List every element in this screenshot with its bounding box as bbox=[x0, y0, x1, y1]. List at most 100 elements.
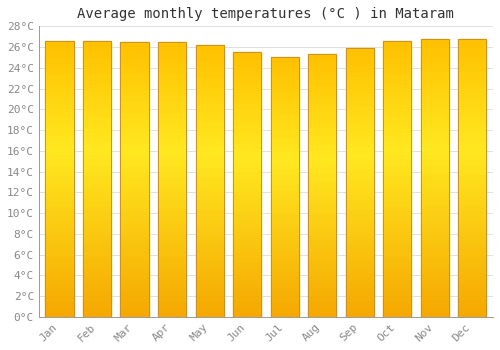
Bar bbox=[383, 41, 412, 317]
Bar bbox=[383, 193, 412, 196]
Bar bbox=[270, 261, 299, 265]
Bar bbox=[233, 237, 261, 241]
Bar bbox=[83, 265, 111, 268]
Bar bbox=[120, 62, 148, 66]
Bar bbox=[383, 161, 412, 165]
Bar bbox=[458, 181, 486, 185]
Bar bbox=[383, 110, 412, 113]
Bar bbox=[196, 273, 224, 276]
Bar bbox=[233, 297, 261, 300]
Bar bbox=[270, 64, 299, 67]
Bar bbox=[458, 126, 486, 129]
Bar bbox=[233, 267, 261, 271]
Bar bbox=[158, 159, 186, 162]
Bar bbox=[158, 117, 186, 121]
Bar bbox=[458, 282, 486, 286]
Bar bbox=[158, 183, 186, 186]
Bar bbox=[46, 306, 74, 310]
Bar bbox=[158, 224, 186, 228]
Bar bbox=[270, 294, 299, 298]
Bar bbox=[346, 209, 374, 213]
Bar bbox=[346, 48, 374, 317]
Bar bbox=[383, 48, 412, 51]
Bar bbox=[458, 77, 486, 80]
Bar bbox=[421, 74, 449, 77]
Bar bbox=[308, 54, 336, 317]
Bar bbox=[158, 121, 186, 124]
Bar bbox=[421, 167, 449, 171]
Bar bbox=[308, 126, 336, 130]
Bar bbox=[83, 206, 111, 210]
Bar bbox=[383, 248, 412, 251]
Bar bbox=[233, 290, 261, 294]
Bar bbox=[346, 280, 374, 283]
Bar bbox=[458, 219, 486, 223]
Bar bbox=[233, 148, 261, 152]
Bar bbox=[270, 190, 299, 194]
Bar bbox=[120, 134, 148, 138]
Bar bbox=[270, 138, 299, 142]
Bar bbox=[120, 114, 148, 118]
Bar bbox=[120, 117, 148, 121]
Bar bbox=[346, 128, 374, 132]
Bar bbox=[233, 75, 261, 79]
Bar bbox=[421, 191, 449, 195]
Bar bbox=[233, 208, 261, 211]
Bar bbox=[196, 52, 224, 55]
Bar bbox=[46, 41, 74, 317]
Bar bbox=[346, 98, 374, 102]
Bar bbox=[346, 125, 374, 129]
Bar bbox=[346, 246, 374, 250]
Bar bbox=[308, 281, 336, 284]
Bar bbox=[458, 268, 486, 272]
Bar bbox=[196, 201, 224, 205]
Bar bbox=[421, 209, 449, 212]
Bar bbox=[83, 179, 111, 182]
Bar bbox=[383, 234, 412, 237]
Bar bbox=[196, 184, 224, 188]
Bar bbox=[383, 141, 412, 144]
Bar bbox=[46, 217, 74, 220]
Bar bbox=[233, 307, 261, 310]
Bar bbox=[83, 289, 111, 293]
Bar bbox=[233, 151, 261, 155]
Bar bbox=[158, 248, 186, 252]
Bar bbox=[421, 310, 449, 313]
Bar bbox=[308, 192, 336, 195]
Bar bbox=[46, 310, 74, 313]
Bar bbox=[346, 166, 374, 169]
Bar bbox=[421, 237, 449, 240]
Bar bbox=[458, 254, 486, 258]
Bar bbox=[196, 96, 224, 99]
Bar bbox=[196, 130, 224, 133]
Bar bbox=[308, 84, 336, 87]
Bar bbox=[158, 231, 186, 234]
Bar bbox=[458, 63, 486, 66]
Bar bbox=[83, 293, 111, 296]
Bar bbox=[83, 55, 111, 58]
Bar bbox=[308, 90, 336, 94]
Bar bbox=[346, 189, 374, 192]
Bar bbox=[421, 268, 449, 272]
Bar bbox=[346, 169, 374, 172]
Bar bbox=[308, 123, 336, 126]
Bar bbox=[233, 271, 261, 274]
Bar bbox=[120, 155, 148, 159]
Bar bbox=[196, 303, 224, 307]
Bar bbox=[383, 106, 412, 110]
Bar bbox=[458, 299, 486, 303]
Bar bbox=[421, 133, 449, 136]
Bar bbox=[308, 290, 336, 294]
Bar bbox=[46, 51, 74, 55]
Bar bbox=[233, 108, 261, 112]
Bar bbox=[120, 200, 148, 203]
Bar bbox=[308, 140, 336, 143]
Bar bbox=[458, 115, 486, 119]
Bar bbox=[383, 175, 412, 179]
Bar bbox=[158, 128, 186, 131]
Bar bbox=[270, 258, 299, 262]
Bar bbox=[233, 224, 261, 228]
Bar bbox=[233, 89, 261, 92]
Bar bbox=[308, 205, 336, 209]
Bar bbox=[308, 149, 336, 153]
